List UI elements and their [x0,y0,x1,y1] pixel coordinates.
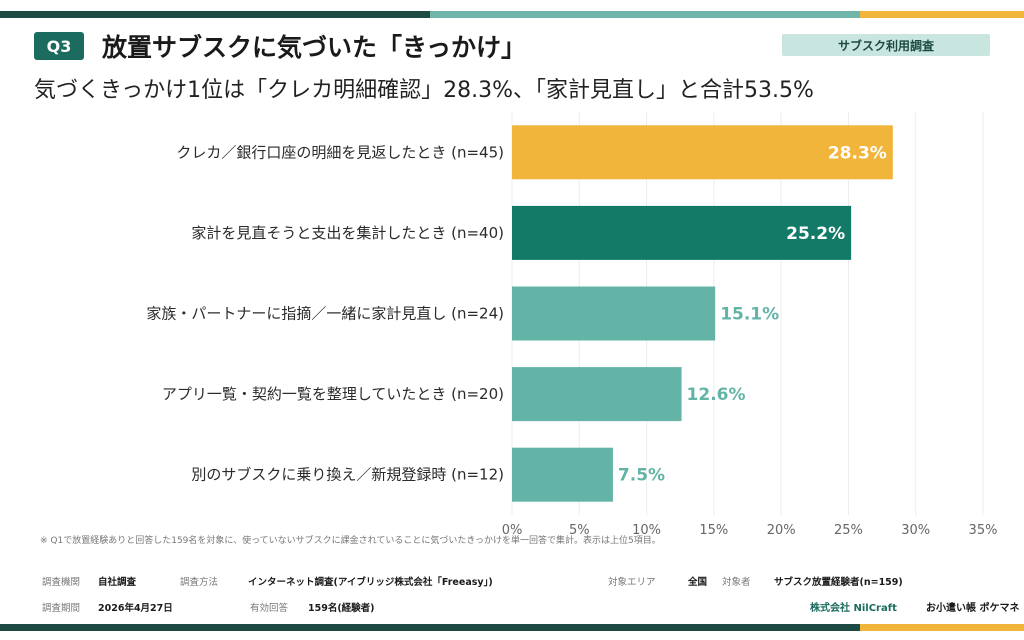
page-subtitle: 気づくきっかけ1位は「クレカ明細確認」28.3%、「家計見直し」と合計53.5% [34,78,814,103]
x-tick-label: 30% [901,523,930,538]
bar [512,447,613,502]
bottom-color-bar [0,624,1024,631]
question-badge: Q3 [34,32,84,60]
x-tick-label: 10% [632,523,661,538]
footnote: ※ Q1で放置経験ありと回答した159名を対象に、使っていないサブスクに課金され… [40,536,661,546]
category-label: 別のサブスクに乗り換え／新規登録時 (n=12) [191,466,504,484]
category-label: クレカ／銀行口座の明細を見返したとき (n=45) [176,143,504,161]
service-name: お小遣い帳 ポケマネ [926,603,1020,614]
org-value: 自社調査 [98,577,137,588]
category-label: 家計を見直そうと支出を集計したとき (n=40) [191,224,504,242]
target-value: サブスク放置経験者(n=159) [774,577,903,588]
x-tick-label: 0% [502,523,523,538]
x-tick-label: 25% [834,523,863,538]
target-label: 対象者 [722,577,751,588]
area-value: 全国 [688,577,708,588]
bar [512,205,852,260]
value-label: 12.6% [687,385,746,405]
bottom-bar-dark-segment [0,624,860,631]
value-label: 7.5% [618,466,665,486]
category-label: 家族・パートナーに指摘／一緒に家計見直し (n=24) [146,305,504,323]
chart-labels: 0% 5% 10% 15% 20% 25% 30% 35% クレカ／銀行口座の明細を見返したとき… [146,143,997,538]
top-bar-mid-segment [430,11,860,18]
method-value: インターネット調査(アイブリッジ株式会社「Freeasy」) [248,577,493,588]
bar [512,367,682,422]
bar [512,286,716,341]
survey-tag: サブスク利用調査 [782,34,990,56]
period-value: 2026年4月27日 [98,603,173,614]
org-label: 調査機関 [42,577,81,588]
top-bar-dark-segment [0,11,430,18]
bar [512,125,893,180]
top-bar-yellow-segment [860,11,1024,18]
valid-label: 有効回答 [250,603,289,614]
page-title: 放置サブスクに気づいた「きっかけ」 [102,33,527,62]
x-tick-label: 35% [969,523,998,538]
value-label: 28.3% [828,143,887,163]
area-label: 対象エリア [608,577,656,588]
top-color-bar [0,11,1024,18]
value-label: 15.1% [720,305,779,325]
bar-chart: 0% 5% 10% 15% 20% 25% 30% 35% クレカ／銀行口座の明細を見返したとき… [146,112,997,538]
bottom-bar-yellow-segment [860,624,1024,631]
valid-value: 159名(経験者) [308,603,375,614]
period-label: 調査期間 [42,603,81,614]
company-name: 株式会社 NilCraft [810,603,897,614]
category-label: アプリ一覧・契約一覧を整理していたとき (n=20) [162,385,504,403]
x-tick-label: 5% [569,523,590,538]
x-tick-label: 15% [699,523,728,538]
chart-bars [512,125,893,502]
method-label: 調査方法 [180,577,219,588]
value-label: 25.2% [786,224,845,244]
x-tick-label: 20% [767,523,796,538]
